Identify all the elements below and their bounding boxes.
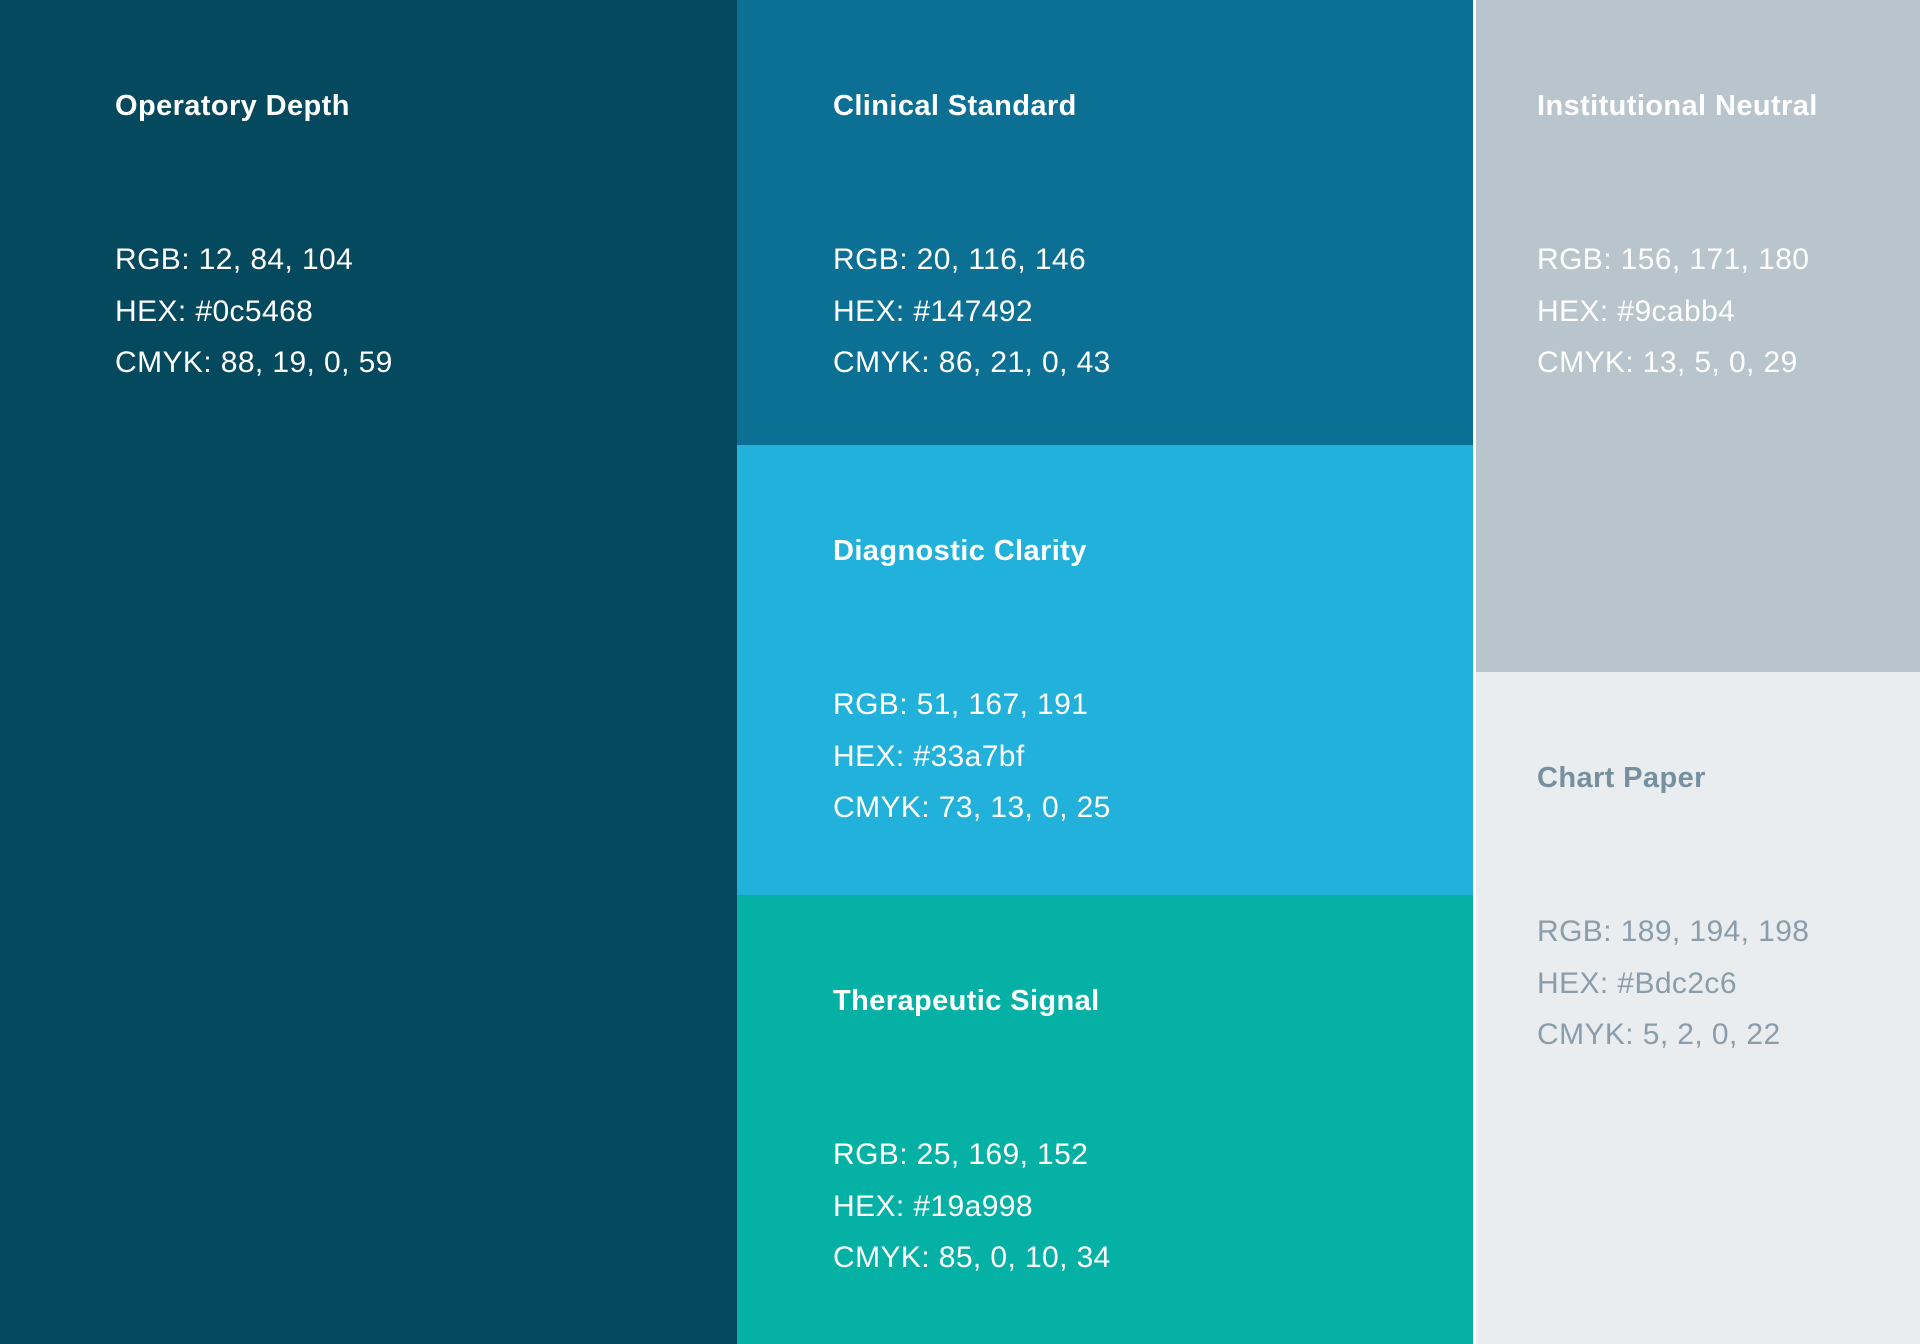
swatch-title: Chart Paper [1537, 762, 1706, 794]
swatch-title: Therapeutic Signal [833, 985, 1100, 1017]
swatch-cmyk-value: CMYK: 5, 2, 0, 22 [1537, 1018, 1781, 1051]
swatch-title: Operatory Depth [115, 90, 350, 122]
swatch-cmyk-value: CMYK: 13, 5, 0, 29 [1537, 346, 1798, 379]
swatch-hex-value: HEX: #0c5468 [115, 295, 314, 328]
swatch-diagnostic-clarity: Diagnostic Clarity RGB: 51, 167, 191 HEX… [737, 445, 1473, 895]
swatch-therapeutic-signal: Therapeutic Signal RGB: 25, 169, 152 HEX… [737, 895, 1473, 1344]
swatch-chart-paper: Chart Paper RGB: 189, 194, 198 HEX: #Bdc… [1476, 672, 1920, 1344]
swatch-cmyk-value: CMYK: 73, 13, 0, 25 [833, 791, 1111, 824]
swatch-cmyk-value: CMYK: 86, 21, 0, 43 [833, 346, 1111, 379]
swatch-cmyk-value: CMYK: 85, 0, 10, 34 [833, 1241, 1111, 1274]
swatch-rgb-value: RGB: 51, 167, 191 [833, 688, 1089, 721]
swatch-hex-value: HEX: #9cabb4 [1537, 295, 1736, 328]
swatch-institutional-neutral: Institutional Neutral RGB: 156, 171, 180… [1476, 0, 1920, 672]
swatch-title: Institutional Neutral [1537, 90, 1818, 122]
swatch-hex-value: HEX: #19a998 [833, 1190, 1033, 1223]
swatch-rgb-value: RGB: 20, 116, 146 [833, 243, 1087, 276]
swatch-rgb-value: RGB: 25, 169, 152 [833, 1138, 1089, 1171]
swatch-clinical-standard: Clinical Standard RGB: 20, 116, 146 HEX:… [737, 0, 1473, 445]
swatch-title: Clinical Standard [833, 90, 1077, 122]
swatch-hex-value: HEX: #Bdc2c6 [1537, 967, 1737, 1000]
swatch-operatory-depth: Operatory Depth RGB: 12, 84, 104 HEX: #0… [0, 0, 737, 1344]
swatch-cmyk-value: CMYK: 88, 19, 0, 59 [115, 346, 393, 379]
swatch-rgb-value: RGB: 12, 84, 104 [115, 243, 354, 276]
swatch-hex-value: HEX: #33a7bf [833, 740, 1025, 773]
swatch-rgb-value: RGB: 189, 194, 198 [1537, 915, 1810, 948]
swatch-hex-value: HEX: #147492 [833, 295, 1033, 328]
swatch-title: Diagnostic Clarity [833, 535, 1087, 567]
swatch-rgb-value: RGB: 156, 171, 180 [1537, 243, 1810, 276]
